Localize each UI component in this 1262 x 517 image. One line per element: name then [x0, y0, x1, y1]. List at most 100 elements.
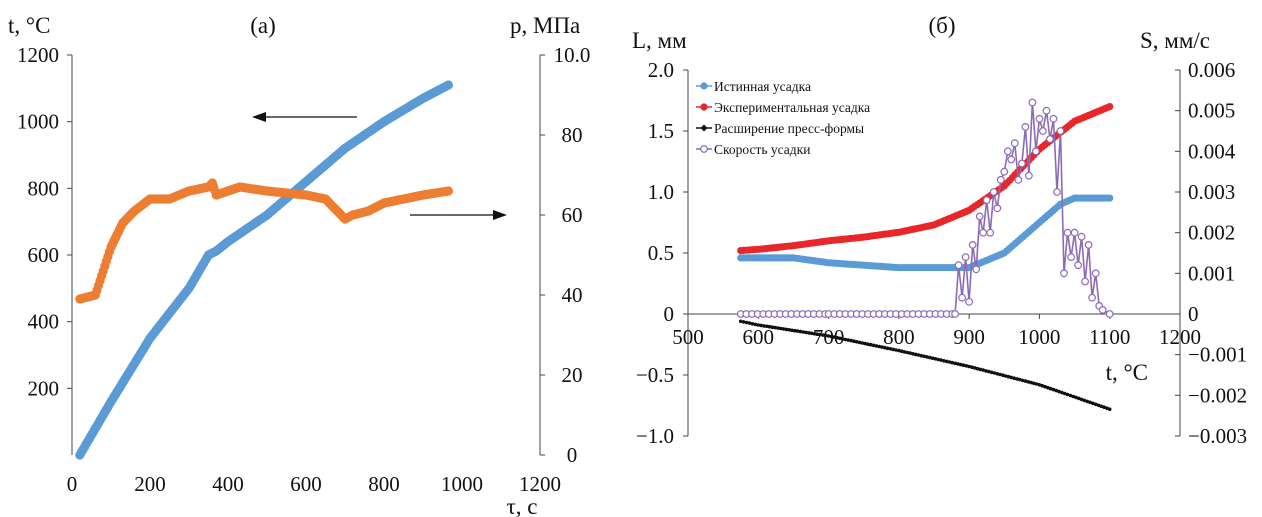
- b-point-2: [1006, 374, 1011, 379]
- b-point-2: [795, 329, 800, 333]
- b-point-2: [871, 343, 876, 348]
- b-point-2: [767, 324, 772, 329]
- b-point-2: [753, 322, 758, 327]
- b-point-2: [1057, 389, 1061, 394]
- b-y-right-tick-label: −0.003: [1188, 424, 1247, 448]
- b-series-markers-0: [737, 194, 1114, 272]
- a-y-left-tick-label: 1200: [17, 43, 59, 67]
- b-point-2: [1023, 379, 1028, 383]
- b-legend-label-0: Истинная усадка: [714, 79, 811, 94]
- b-point-3: [1031, 147, 1040, 156]
- b-legend-swatch-2: [700, 124, 708, 132]
- a-left-arrow-head: [252, 112, 266, 122]
- b-point-2: [809, 331, 814, 336]
- b-point-2: [773, 325, 777, 330]
- b-point-2: [835, 335, 839, 340]
- b-legend: [696, 82, 712, 153]
- b-point-2: [815, 332, 820, 337]
- b-point-3: [1035, 114, 1044, 123]
- b-point-3: [1067, 253, 1075, 262]
- b-x-tick-label: 1100: [1089, 325, 1130, 349]
- b-point-3: [1021, 122, 1030, 131]
- b-y-right-tick-label: 0.003: [1188, 180, 1235, 204]
- b-point-2: [916, 353, 921, 357]
- b-point-2: [922, 354, 926, 359]
- b-point-2: [925, 355, 929, 359]
- b-point-2: [992, 371, 997, 375]
- b-point-1: [1106, 103, 1114, 111]
- b-point-2: [933, 357, 938, 361]
- b-point-3: [1042, 106, 1051, 115]
- b-point-3: [1053, 188, 1061, 196]
- b-point-2: [1102, 405, 1106, 410]
- b-point-2: [744, 320, 749, 325]
- b-point-2: [781, 327, 786, 331]
- b-point-3: [1028, 98, 1037, 107]
- b-y-right-tick-label: 0.006: [1188, 58, 1235, 82]
- b-point-2: [843, 337, 848, 342]
- b-point-2: [883, 345, 887, 350]
- b-point-2: [989, 370, 994, 375]
- b-point-3: [993, 204, 1002, 213]
- a-point-1: [443, 186, 453, 196]
- b-point-2: [958, 362, 963, 367]
- b-point-2: [967, 364, 971, 369]
- b-point-2: [790, 328, 794, 333]
- b-point-3: [1091, 269, 1100, 278]
- a-y-right-tick-label: 10.0: [554, 43, 591, 67]
- b-point-2: [961, 363, 966, 368]
- b-point-2: [1048, 386, 1053, 391]
- b-point-2: [776, 326, 780, 330]
- b-point-3: [1081, 277, 1089, 286]
- b-point-2: [1054, 388, 1059, 393]
- b-y-left-tick-label: −0.5: [636, 363, 674, 387]
- b-x-label: t, °C: [1106, 360, 1148, 385]
- b-point-2: [1046, 385, 1050, 390]
- b-point-2: [1032, 381, 1036, 386]
- b-legend-label-1: Экспериментальная усадка: [714, 100, 870, 115]
- b-x-tick-label: 1000: [1018, 325, 1060, 349]
- b-point-3: [1024, 171, 1033, 180]
- b-y-left-tick-label: 0.5: [648, 241, 674, 265]
- b-point-3: [972, 265, 981, 274]
- b-point-2: [1060, 390, 1064, 395]
- b-point-2: [905, 350, 910, 355]
- b-point-3: [982, 196, 991, 205]
- a-x-tick-label: 600: [290, 472, 322, 496]
- b-point-2: [764, 324, 769, 329]
- b-y-left-tick-label: 2.0: [648, 58, 674, 82]
- b-point-2: [1085, 399, 1089, 404]
- b-y-left-tick-label: −1.0: [636, 424, 674, 448]
- a-x-tick-label: 200: [134, 472, 166, 496]
- b-point-3: [1046, 135, 1054, 144]
- b-panel-label: (б): [928, 13, 955, 38]
- b-point-2: [1020, 378, 1025, 383]
- b-point-2: [944, 359, 949, 364]
- b-point-2: [1001, 373, 1005, 378]
- b-point-3: [1070, 228, 1079, 237]
- a-series-markers-0: [75, 80, 453, 460]
- b-point-2: [1107, 407, 1112, 412]
- b-point-2: [908, 351, 912, 355]
- b-point-3: [968, 240, 977, 249]
- b-point-2: [801, 330, 806, 334]
- b-x-tick-label: 500: [672, 325, 704, 349]
- a-x-tick-label: 1200: [519, 472, 561, 496]
- b-point-3: [1098, 306, 1107, 314]
- b-point-2: [1037, 383, 1042, 387]
- b-point-2: [942, 359, 946, 363]
- b-point-3: [954, 261, 963, 270]
- a-x-tick-label: 1000: [441, 472, 483, 496]
- b-point-3: [1088, 293, 1096, 302]
- b-point-2: [877, 344, 881, 349]
- b-point-2: [852, 339, 856, 344]
- a-y-right-tick-label: 60: [562, 203, 583, 227]
- b-y-right-tick-label: −0.001: [1188, 343, 1247, 367]
- b-point-2: [1079, 397, 1084, 402]
- b-point-2: [812, 332, 817, 336]
- b-y-right-tick-label: −0.002: [1188, 383, 1247, 407]
- b-point-2: [953, 361, 957, 366]
- b-point-3: [1084, 240, 1093, 249]
- b-point-2: [1096, 403, 1101, 408]
